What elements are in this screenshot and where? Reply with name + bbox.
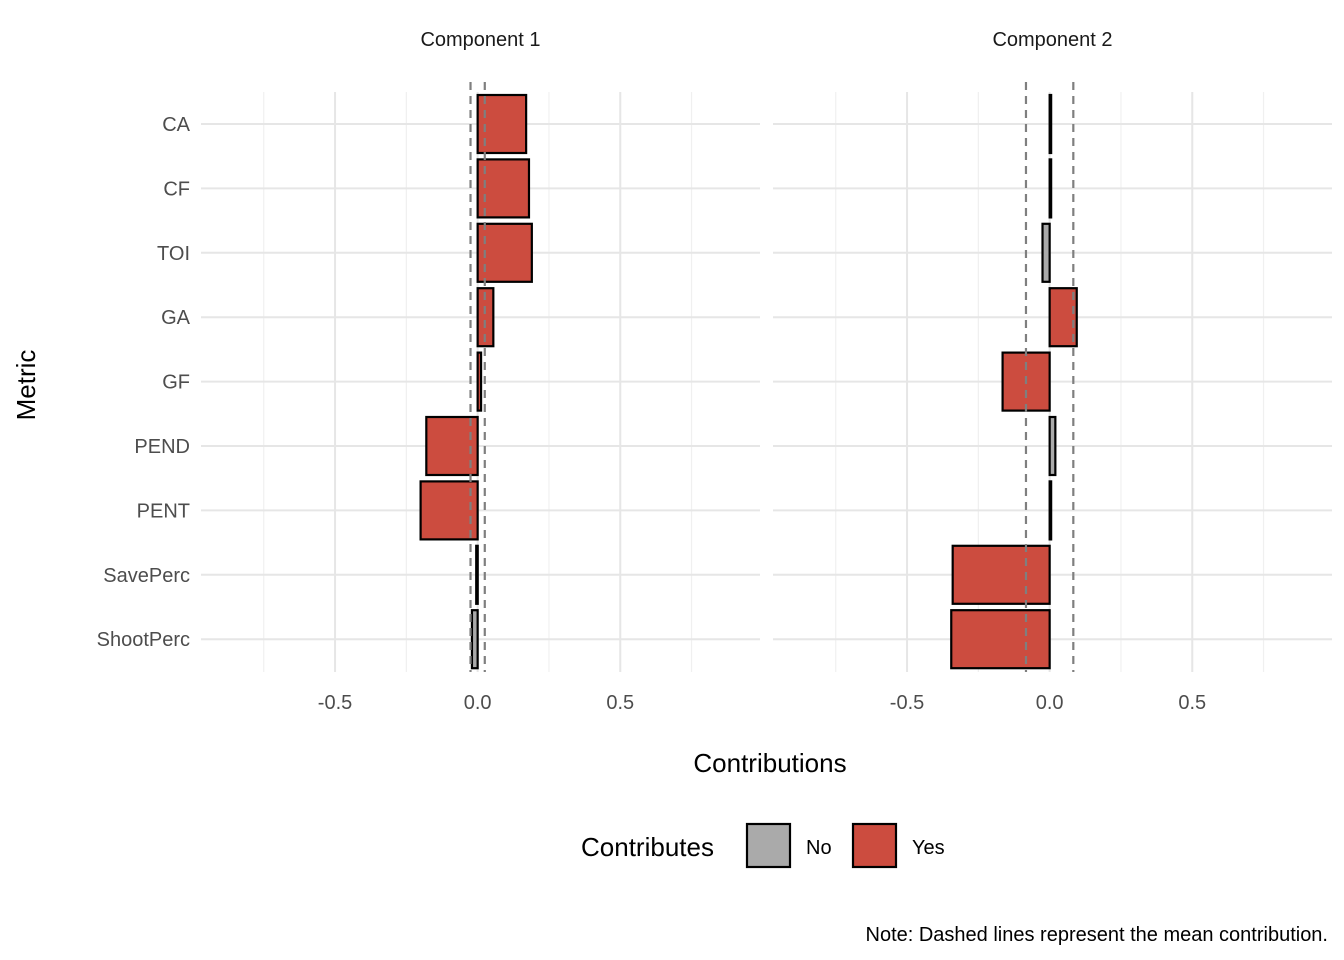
y-axis: CA CF TOI GA GF PEND PENT SavePerc ShootPerc [97, 114, 191, 651]
x-tick-label: 0.0 [464, 692, 492, 714]
y-tick-label: CF [163, 178, 190, 200]
y-tick-label: ShootPerc [97, 629, 190, 651]
bar-pent [1048, 480, 1053, 541]
bar-cf [1048, 158, 1053, 219]
legend-key-no [745, 822, 792, 869]
panel-title: Component 1 [420, 29, 540, 51]
bar-saveperc [951, 544, 1051, 605]
bar-toi [476, 222, 533, 283]
y-tick-label: TOI [157, 243, 190, 265]
y-tick-label: GA [161, 307, 191, 329]
y-tick-label: CA [162, 114, 190, 136]
bar-ga [476, 287, 495, 348]
panel-component-2: Component 2 -0.5 0.0 0.5 [773, 29, 1332, 714]
legend-label-no: No [806, 837, 832, 859]
bar-pend [1048, 415, 1057, 477]
x-axis-title: Contributions [693, 748, 846, 778]
x-tick-label: 0.5 [1178, 692, 1206, 714]
legend-label-yes: Yes [912, 837, 945, 859]
caption-note: Note: Dashed lines represent the mean co… [866, 924, 1329, 946]
x-tick-label: 0.5 [606, 692, 634, 714]
legend-key-yes [851, 822, 898, 869]
y-tick-label: PENT [137, 500, 190, 522]
x-tick-label: -0.5 [890, 692, 924, 714]
facet-panels: Component 1 -0.5 0.0 0.5 Component 2 -0.5 0.0 0… [201, 29, 1332, 714]
y-tick-label: SavePerc [103, 565, 190, 587]
bar-ca [1048, 93, 1053, 155]
y-axis-title: Metric [11, 350, 41, 421]
bar-saveperc [475, 544, 479, 605]
bar-gf [476, 351, 483, 412]
legend: Contributes No Yes [581, 822, 945, 869]
bar-cf [476, 158, 531, 219]
panel-title: Component 2 [992, 29, 1112, 51]
bar-pent [419, 480, 479, 541]
bar-shootperc [470, 609, 479, 670]
legend-title: Contributes [581, 832, 714, 862]
bar-pend [425, 415, 479, 477]
bar-shootperc [950, 609, 1051, 670]
panel-component-1: Component 1 -0.5 0.0 0.5 [201, 29, 760, 714]
bar-toi [1041, 222, 1051, 283]
y-tick-label: PEND [134, 436, 190, 458]
y-tick-label: GF [162, 372, 190, 394]
x-tick-label: -0.5 [318, 692, 352, 714]
x-tick-label: 0.0 [1036, 692, 1064, 714]
